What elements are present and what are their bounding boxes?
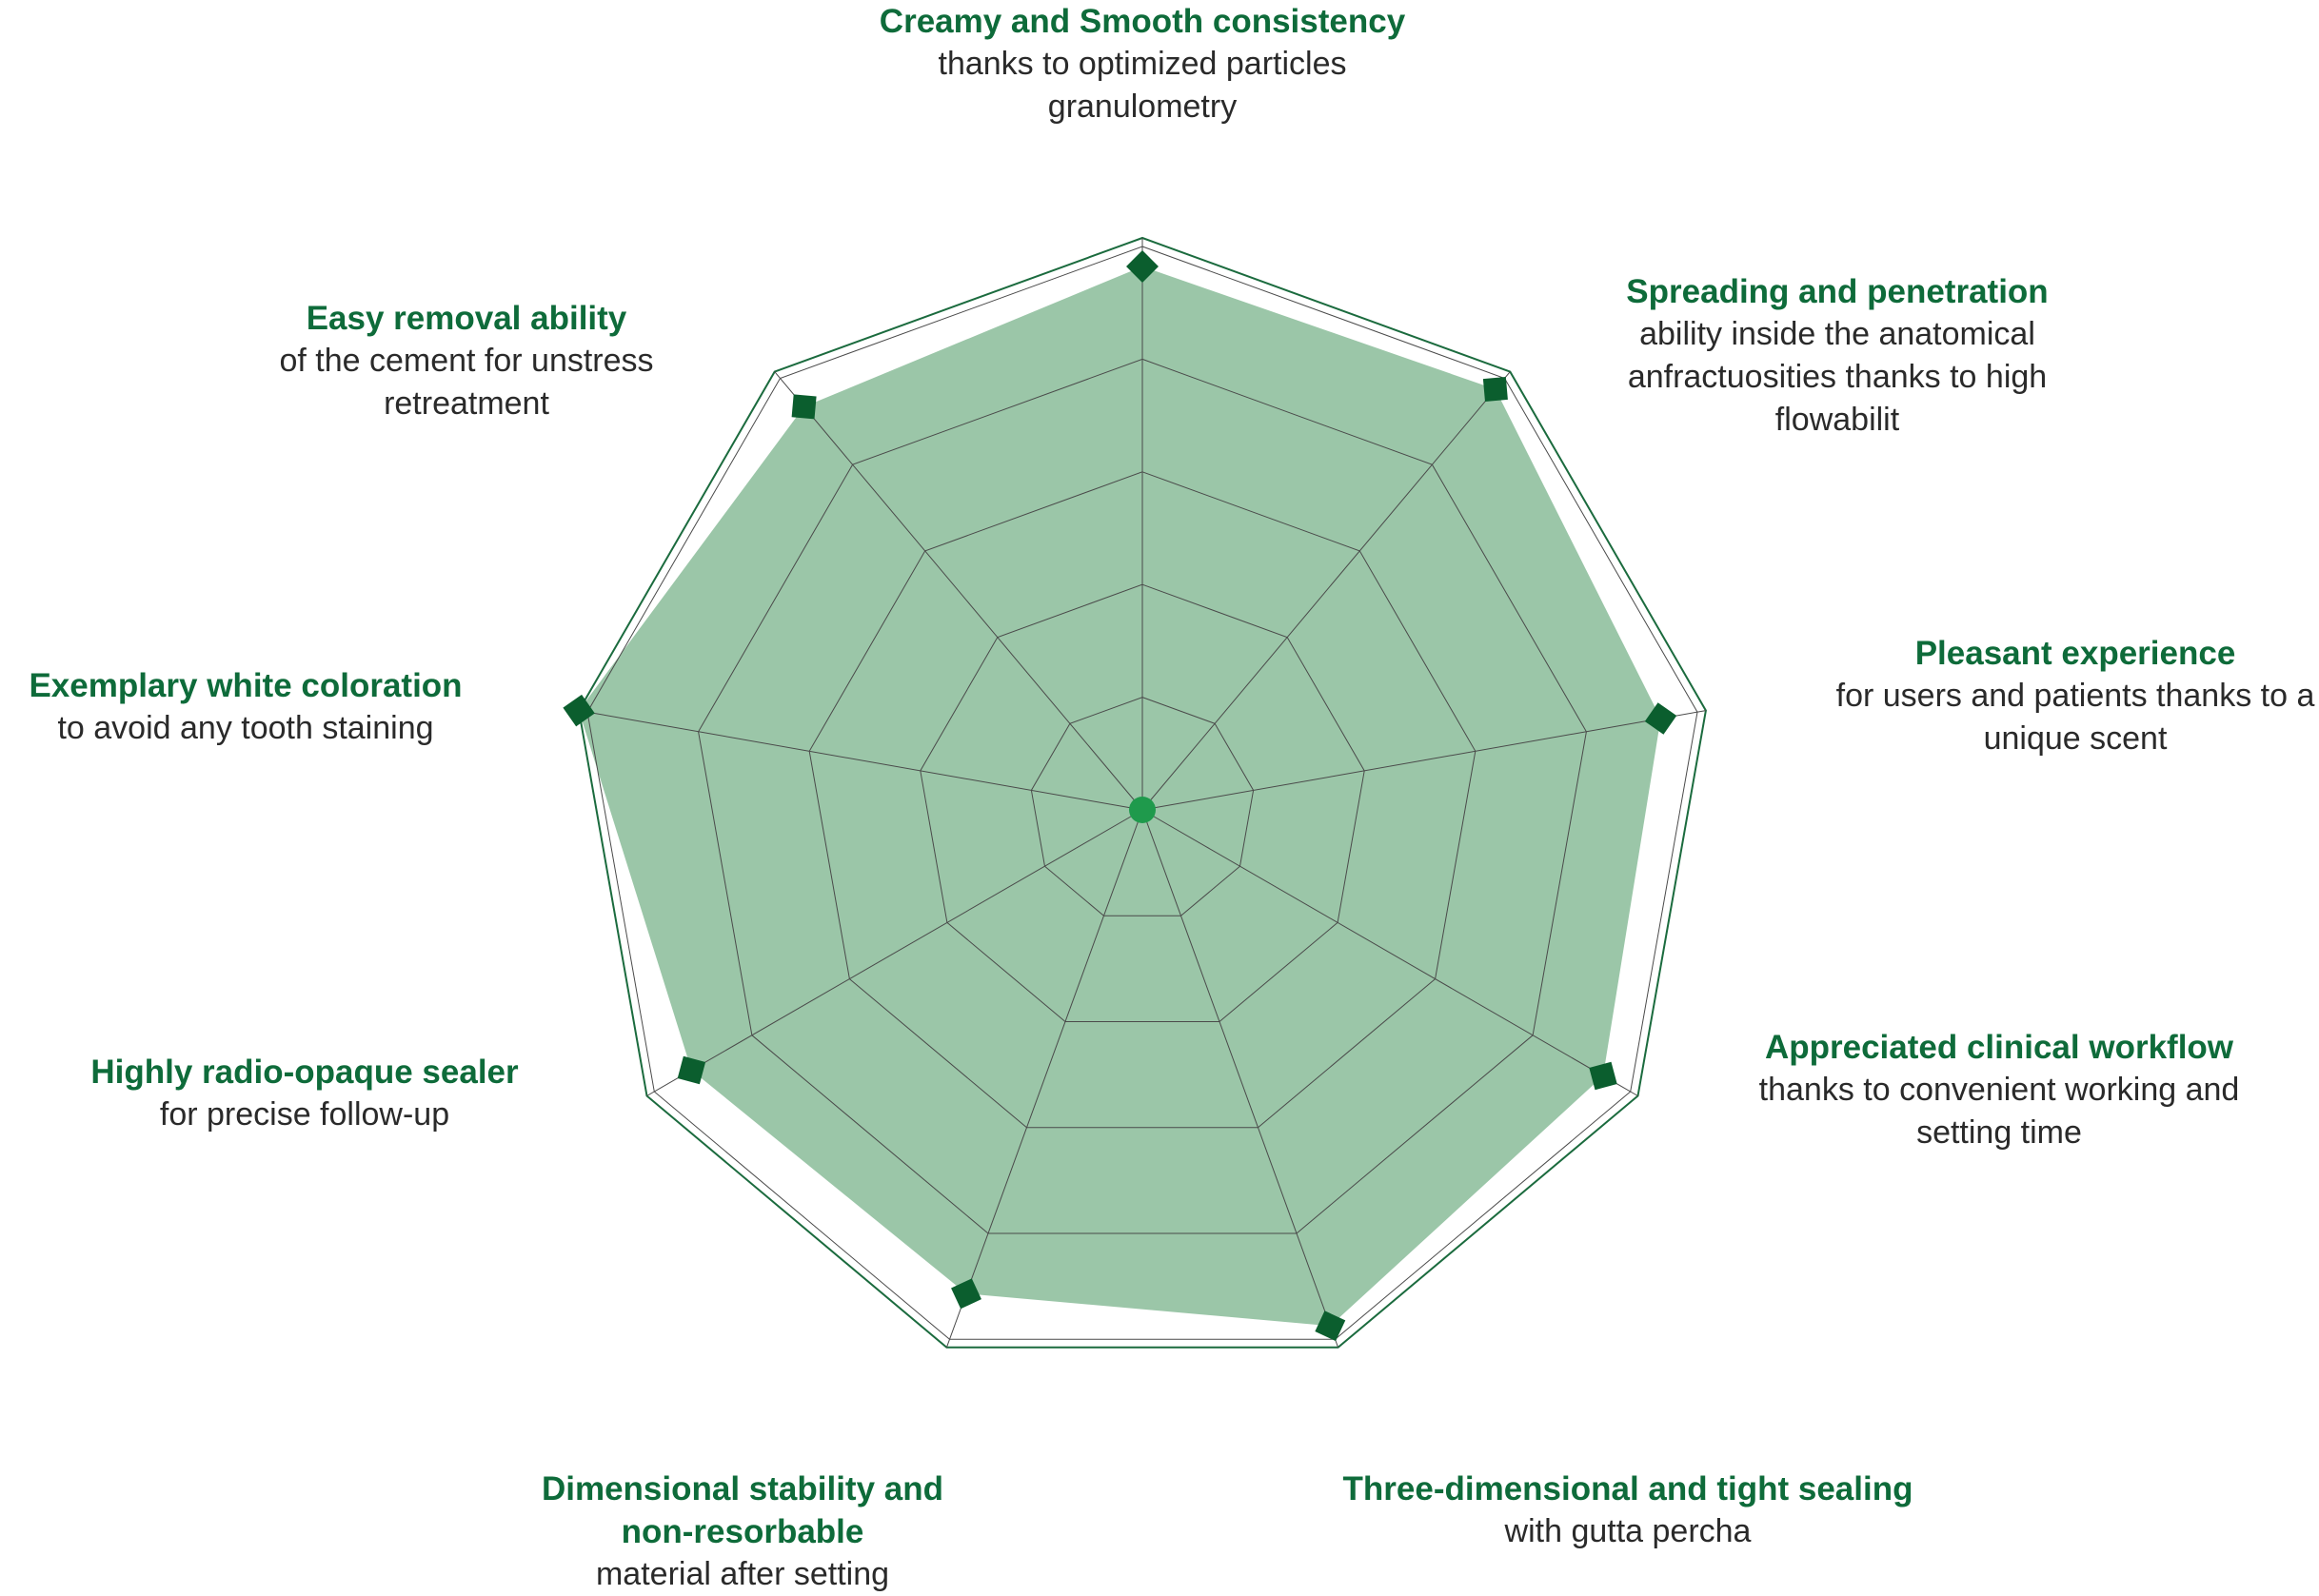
radar-data-marker <box>1315 1310 1346 1342</box>
axis-title: Exemplary white coloration <box>29 667 463 704</box>
radar-spoke <box>1141 809 1339 1348</box>
axis-label-clinical-workflow: Appreciated clinical workflow thanks to … <box>1714 1026 2285 1154</box>
axis-description-line: for users and patients thanks to a <box>1835 678 2315 714</box>
axis-label-easy-removal: Easy removal ability of the cement for u… <box>181 297 752 425</box>
axis-description-line: unique scent <box>1983 720 2168 757</box>
axis-title-line: non-resorbable <box>621 1513 864 1550</box>
axis-description-line: to avoid any tooth staining <box>57 710 434 746</box>
axis-title: Highly radio-opaque sealer <box>90 1054 519 1091</box>
radar-data-marker <box>1644 702 1677 735</box>
radar-spoke <box>1141 371 1511 811</box>
axis-label-dimensional-stability: Dimensional stability and non-resorbable… <box>457 1468 1028 1596</box>
axis-title-line: Dimensional stability and <box>541 1470 944 1507</box>
axis-label-white-coloration: Exemplary white coloration to avoid any … <box>0 664 491 750</box>
axis-label-tight-sealing: Three-dimensional and tight sealing with… <box>1266 1468 1990 1553</box>
radar-spoke <box>646 809 1143 1096</box>
axis-description-line: granulometry <box>1047 89 1238 125</box>
radar-data-marker <box>1482 376 1508 403</box>
radar-spoke <box>1141 710 1706 811</box>
radar-grid-ring <box>1030 697 1255 916</box>
axis-description-line: retreatment <box>384 385 549 422</box>
radar-spoke <box>579 710 1143 811</box>
axis-title: Easy removal ability <box>306 300 627 337</box>
radar-data-marker <box>1126 250 1159 283</box>
radar-data-marker <box>563 694 595 727</box>
axis-title: Creamy and Smooth consistency <box>879 3 1406 40</box>
radar-spoke <box>774 371 1143 811</box>
radar-series <box>579 266 1661 1327</box>
axis-description-line: flowabilit <box>1774 402 1900 438</box>
axis-label-creamy-consistency: Creamy and Smooth consistency thanks to … <box>800 0 1485 128</box>
radar-data-marker <box>677 1055 706 1085</box>
axis-description-line: thanks to convenient working and <box>1758 1072 2240 1108</box>
axis-description-line: material after setting <box>595 1556 890 1592</box>
axis-title: Pleasant experience <box>1914 635 2236 672</box>
radar-series-area <box>579 266 1661 1327</box>
radar-spokes <box>579 238 1706 1348</box>
axis-title: Spreading and penetration <box>1626 273 2049 310</box>
radar-spoke <box>945 809 1143 1348</box>
axis-label-spreading-penetration: Spreading and penetration ability inside… <box>1552 270 2123 442</box>
radar-data-marker <box>791 394 817 420</box>
axis-description-line: setting time <box>1916 1114 2082 1151</box>
axis-description-line: thanks to optimized particles <box>938 46 1347 82</box>
radar-grid-ring <box>808 471 1477 1129</box>
radar-grid <box>578 236 1707 1349</box>
radar-data-marker <box>951 1278 981 1310</box>
radar-data-marker <box>1589 1061 1617 1091</box>
radar-outer-frame <box>578 236 1707 1349</box>
radar-spoke <box>1141 809 1638 1096</box>
radar-markers <box>563 250 1677 1342</box>
axis-title: Three-dimensional and tight sealing <box>1342 1470 1913 1507</box>
radar-grid-ring <box>698 358 1587 1234</box>
radar-grid-ring <box>920 583 1365 1022</box>
axis-description-line: of the cement for unstress <box>279 343 654 379</box>
axis-description-line: with gutta percha <box>1504 1513 1752 1549</box>
axis-description-line: anfractuosities thanks to high <box>1627 359 2048 395</box>
radar-grid-ring <box>586 246 1698 1340</box>
axis-label-radio-opaque: Highly radio-opaque sealer for precise f… <box>19 1051 590 1136</box>
axis-description-line: ability inside the anatomical <box>1639 316 2035 352</box>
axis-label-pleasant-experience: Pleasant experience for users and patien… <box>1790 632 2319 760</box>
axis-description-line: for precise follow-up <box>159 1096 450 1133</box>
axis-title: Appreciated clinical workflow <box>1764 1029 2234 1066</box>
radar-center-dot <box>1129 797 1156 823</box>
